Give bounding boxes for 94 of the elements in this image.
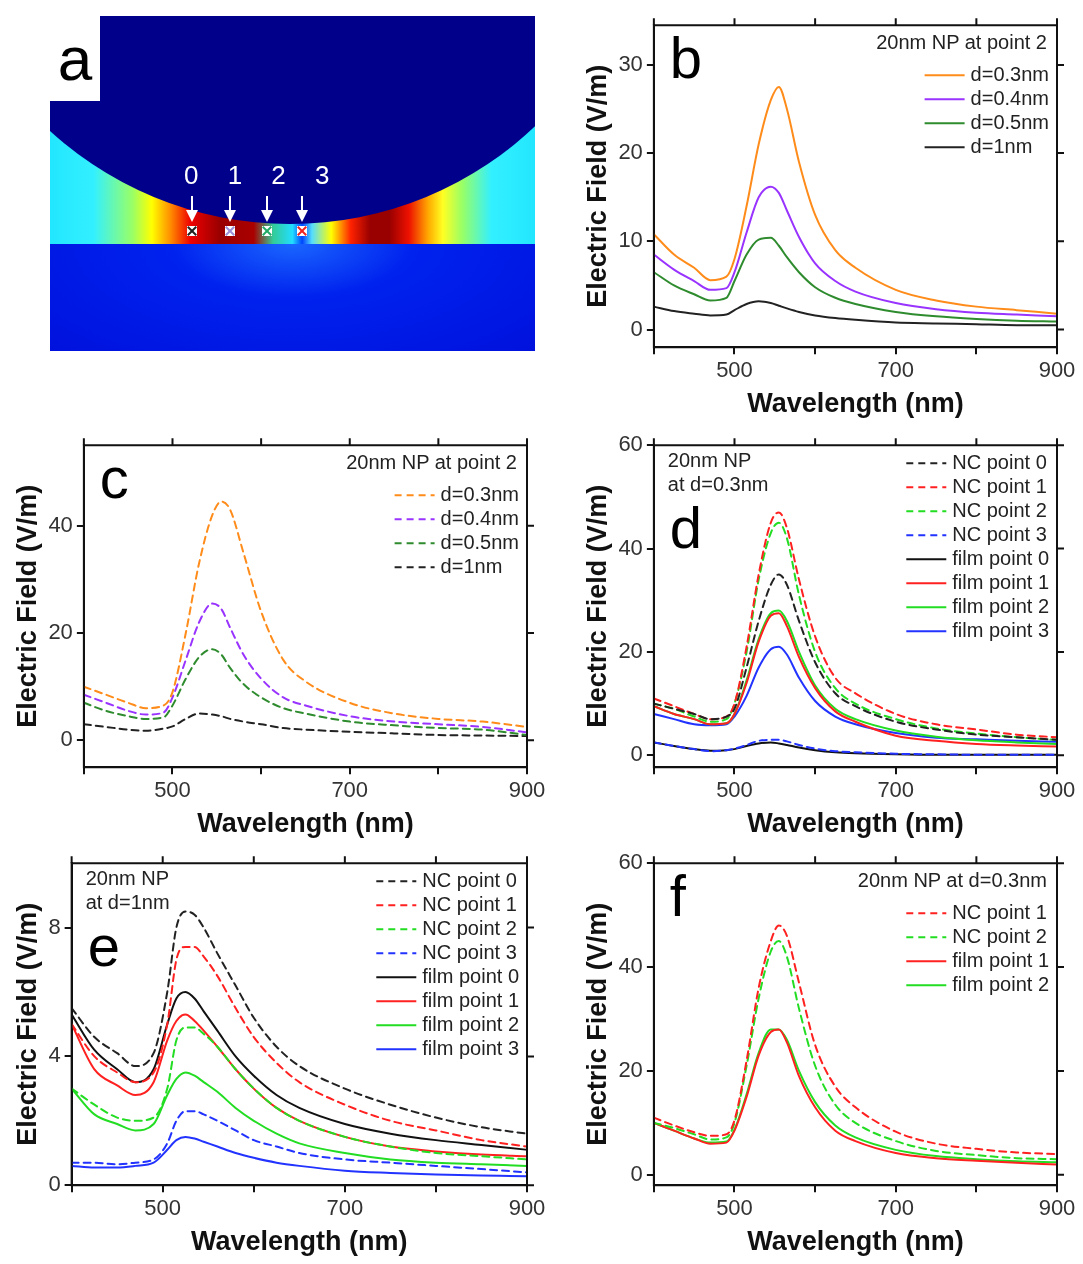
x-tick-label: 500 [154, 777, 191, 803]
y-tick-label: 4 [48, 1042, 61, 1068]
line-series [653, 573, 1057, 741]
x-axis-title: Wavelength (nm) [191, 1226, 408, 1257]
legend-label: d=0.3nm [440, 482, 519, 505]
legend-label: NC point 1 [422, 892, 517, 915]
x-axis-title: Wavelength (nm) [747, 808, 964, 839]
legend-label: NC point 3 [952, 522, 1047, 545]
legend-label: NC point 3 [422, 940, 517, 963]
legend-label: d=1nm [440, 554, 503, 577]
legend-label: d=0.5nm [970, 110, 1049, 133]
y-axis-title: Electric Field (V/m) [581, 64, 612, 308]
line-series [71, 1110, 527, 1174]
x-axis-title: Wavelength (nm) [747, 1226, 964, 1257]
legend-label: d=0.4nm [440, 506, 519, 529]
chart-title: c [99, 445, 129, 511]
text: d [669, 495, 703, 561]
legend-label: NC point 2 [422, 916, 517, 939]
x-tick-label: 900 [1038, 1195, 1076, 1221]
y-tick-label: 8 [48, 913, 61, 939]
text: 20nm NP at d=0.3nm [667, 448, 769, 495]
line-series [653, 236, 1057, 323]
line-series [83, 648, 527, 736]
text: 0 1 2 3 [184, 160, 330, 190]
chart-subtitle: 20nm NP at d=0.3nm [857, 868, 1047, 891]
line-series [83, 602, 527, 734]
legend-label: film point 3 [422, 1036, 520, 1059]
x-tick-label: 700 [326, 1195, 364, 1221]
legend-label: film point 1 [422, 988, 520, 1011]
legend-label: film point 0 [952, 546, 1050, 569]
y-tick-label: 40 [48, 511, 73, 537]
chart-subtitle: 20nm NP at point 2 [876, 30, 1047, 53]
legend-label: d=0.5nm [440, 530, 519, 553]
x-tick-label: 500 [716, 1195, 753, 1221]
legend-label: d=0.3nm [970, 62, 1049, 85]
y-tick-label: 30 [618, 50, 643, 76]
y-tick-label: 20 [618, 1057, 643, 1082]
legend-label: film point 0 [422, 964, 520, 987]
legend-label: NC point 0 [422, 868, 517, 891]
x-tick-label: 900 [508, 1195, 546, 1221]
x-tick-label: 500 [716, 357, 753, 383]
legend-label: film point 2 [422, 1012, 520, 1035]
legend-label: NC point 0 [952, 450, 1047, 473]
y-tick-label: 0 [630, 741, 643, 767]
x-axis-title: Wavelength (nm) [197, 808, 414, 839]
legend-label: NC point 2 [952, 924, 1047, 947]
y-tick-label: 10 [618, 227, 643, 253]
x-tick-label: 700 [331, 777, 369, 803]
text: 20nm NP at d=1nm [85, 866, 170, 913]
y-tick-label: 0 [48, 1171, 61, 1197]
x-tick-label: 900 [508, 777, 546, 803]
y-tick-label: 0 [630, 315, 643, 341]
legend-label: film point 1 [952, 570, 1050, 593]
x-tick-label: 700 [877, 357, 915, 383]
chart-title: f [669, 863, 687, 929]
y-axis-title: Electric Field (V/m) [11, 484, 42, 728]
y-tick-label: 20 [618, 139, 643, 165]
line-series [653, 300, 1057, 327]
x-tick-label: 500 [716, 777, 753, 803]
legend-label: film point 1 [952, 948, 1050, 971]
x-tick-label: 700 [877, 777, 915, 803]
x-axis-title: Wavelength (nm) [747, 388, 964, 419]
legend-label: NC point 1 [952, 474, 1047, 497]
legend-label: NC point 1 [952, 900, 1047, 923]
x-tick-label: 900 [1038, 777, 1076, 803]
y-axis-title: Electric Field (V/m) [581, 902, 612, 1146]
y-tick-label: 20 [618, 638, 643, 663]
x-tick-label: 500 [144, 1195, 182, 1221]
x-tick-label: 900 [1038, 357, 1076, 383]
y-tick-label: 40 [618, 534, 643, 560]
legend-label: film point 3 [952, 618, 1050, 641]
text: a [50, 16, 100, 101]
y-tick-label: 40 [618, 953, 643, 979]
chart-title: b [669, 25, 703, 91]
legend-label: film point 2 [952, 972, 1050, 995]
x-tick-label: 700 [877, 1195, 915, 1221]
chart-subtitle: 20nm NP at point 2 [346, 450, 517, 473]
line-series [83, 500, 527, 728]
y-tick-label: 20 [48, 619, 73, 645]
y-axis-title: Electric Field (V/m) [11, 902, 42, 1146]
y-axis-title: Electric Field (V/m) [581, 484, 612, 728]
y-tick-label: 60 [618, 431, 643, 457]
legend-label: d=0.4nm [970, 86, 1049, 109]
y-tick-label: 0 [60, 726, 73, 752]
legend-label: d=1nm [970, 134, 1033, 157]
y-tick-label: 0 [630, 1160, 643, 1186]
legend-label: NC point 2 [952, 498, 1047, 521]
line-series [653, 645, 1057, 743]
text: e [87, 913, 120, 979]
line-series [653, 185, 1057, 318]
y-tick-label: 60 [618, 849, 643, 875]
legend-label: film point 2 [952, 594, 1050, 617]
line-series [653, 85, 1057, 315]
line-series [83, 712, 527, 738]
